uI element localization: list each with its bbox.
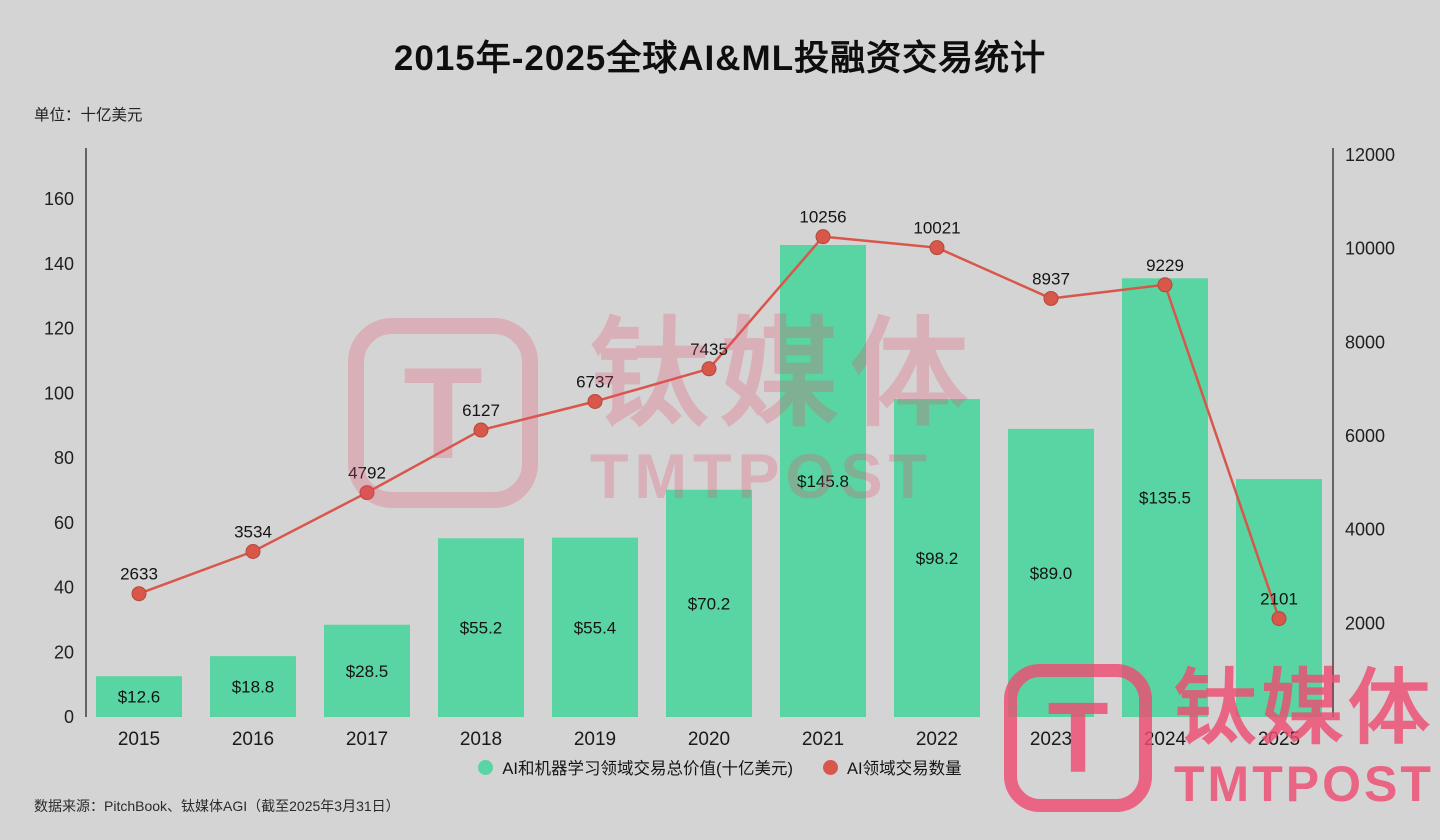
data-source: 数据来源：PitchBook、钛媒体AGI（截至2025年3月31日）: [34, 798, 400, 814]
svg-text:3534: 3534: [234, 522, 272, 541]
svg-text:140: 140: [44, 254, 74, 274]
svg-text:4792: 4792: [348, 464, 386, 483]
svg-text:6127: 6127: [462, 401, 500, 420]
svg-text:2019: 2019: [574, 729, 616, 750]
svg-text:$135.5: $135.5: [1139, 489, 1191, 508]
svg-text:40: 40: [54, 578, 74, 598]
chart-legend: AI和机器学习领域交易总价值(十亿美元) AI领域交易数量: [0, 755, 1440, 779]
svg-text:2018: 2018: [460, 729, 502, 750]
svg-text:120: 120: [44, 319, 74, 339]
svg-text:$98.2: $98.2: [916, 549, 959, 568]
svg-text:12000: 12000: [1345, 145, 1395, 165]
unit-label: 单位：十亿美元: [34, 107, 143, 124]
svg-text:2021: 2021: [802, 729, 844, 750]
legend-marker-bar-series: [478, 759, 494, 775]
svg-text:2025: 2025: [1258, 729, 1300, 750]
svg-text:80: 80: [54, 448, 74, 468]
svg-text:6737: 6737: [576, 372, 614, 391]
svg-text:8937: 8937: [1032, 269, 1070, 288]
svg-text:2023: 2023: [1030, 729, 1072, 750]
svg-text:0: 0: [64, 707, 74, 727]
legend-label-line-series: AI领域交易数量: [847, 760, 962, 778]
svg-text:$70.2: $70.2: [688, 594, 731, 613]
svg-text:60: 60: [54, 513, 74, 533]
svg-text:2633: 2633: [120, 565, 158, 584]
svg-text:10021: 10021: [913, 219, 960, 238]
svg-text:$18.8: $18.8: [232, 678, 275, 697]
legend-marker-line-series: [823, 759, 838, 775]
svg-text:8000: 8000: [1345, 332, 1385, 352]
svg-text:$145.8: $145.8: [797, 472, 849, 491]
legend-label-bar-series: AI和机器学习领域交易总价值(十亿美元): [502, 760, 793, 778]
legend-item-total-value: AI和机器学习领域交易总价值(十亿美元): [478, 755, 793, 779]
svg-text:2000: 2000: [1345, 613, 1385, 633]
svg-text:2020: 2020: [688, 729, 730, 750]
svg-text:4000: 4000: [1345, 520, 1385, 540]
svg-text:6000: 6000: [1345, 426, 1385, 446]
svg-text:10000: 10000: [1345, 239, 1395, 259]
svg-text:7435: 7435: [690, 340, 728, 359]
svg-text:100: 100: [44, 383, 74, 403]
svg-text:$28.5: $28.5: [346, 662, 389, 681]
legend-item-deal-count: AI领域交易数量: [823, 755, 962, 779]
svg-text:$55.2: $55.2: [460, 619, 503, 638]
svg-text:2101: 2101: [1260, 590, 1298, 609]
svg-text:9229: 9229: [1146, 256, 1184, 275]
svg-text:2015: 2015: [118, 729, 160, 750]
svg-text:2024: 2024: [1144, 729, 1187, 750]
svg-text:$55.4: $55.4: [574, 618, 617, 637]
chart-title: 2015年-2025全球AI&ML投融资交易统计: [393, 39, 1047, 78]
svg-text:160: 160: [44, 189, 74, 209]
svg-text:2016: 2016: [232, 729, 274, 750]
svg-text:$12.6: $12.6: [118, 688, 161, 707]
svg-text:2017: 2017: [346, 729, 388, 750]
svg-text:20: 20: [54, 642, 74, 662]
svg-text:10256: 10256: [799, 208, 846, 227]
svg-text:$89.0: $89.0: [1030, 564, 1073, 583]
svg-text:2022: 2022: [916, 729, 958, 750]
